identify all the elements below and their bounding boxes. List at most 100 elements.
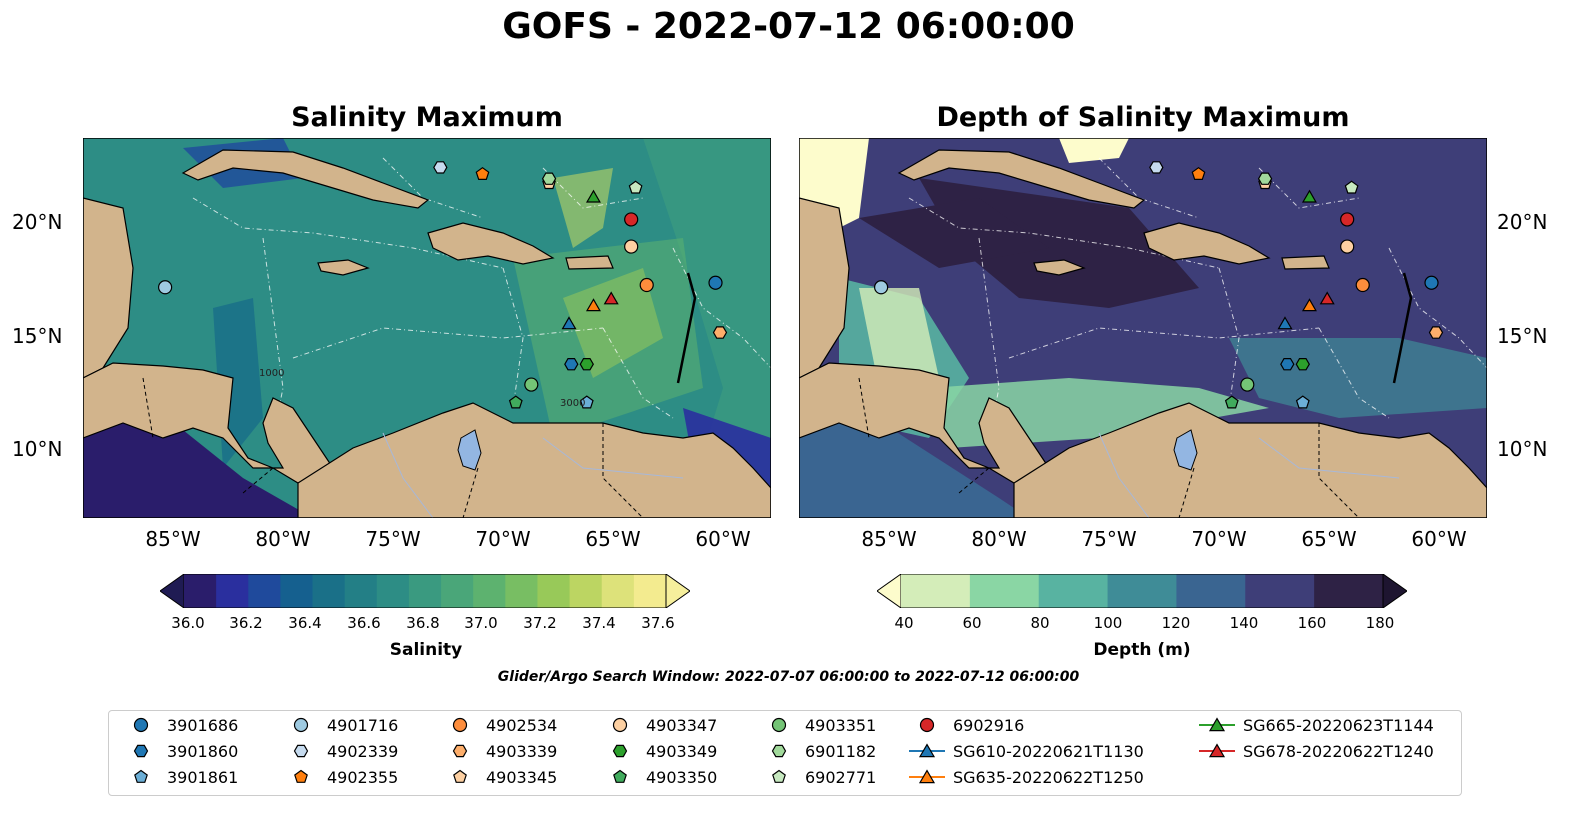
observation-marker-4901716[interactable] bbox=[874, 280, 889, 295]
observation-marker-4903339[interactable] bbox=[1428, 326, 1444, 339]
legend-item-6901182: 6901182 bbox=[761, 739, 876, 763]
colorbar-swatch bbox=[969, 574, 1040, 608]
observation-marker-6902916[interactable] bbox=[1340, 212, 1355, 227]
colorbar-swatch bbox=[1038, 574, 1109, 608]
legend-item-3901861: 3901861 bbox=[123, 765, 238, 789]
observation-marker-3901860[interactable] bbox=[564, 358, 579, 371]
legend-item-4901716: 4901716 bbox=[283, 713, 398, 737]
depth-colorbar bbox=[877, 574, 1407, 608]
lon-label: 80°W bbox=[255, 527, 311, 551]
observation-marker-6901182[interactable] bbox=[541, 172, 557, 185]
legend-label: 4901716 bbox=[327, 715, 399, 735]
colorbar-swatch bbox=[441, 574, 474, 608]
observation-marker-3901686[interactable] bbox=[1424, 275, 1439, 290]
observation-marker-6901182[interactable] bbox=[1257, 172, 1273, 185]
observation-marker-3901861[interactable] bbox=[1295, 395, 1310, 409]
lon-label: 60°W bbox=[695, 527, 751, 551]
legend-label: 4903351 bbox=[805, 715, 877, 735]
observation-marker-4903347[interactable] bbox=[624, 239, 639, 254]
observation-marker-4903351[interactable] bbox=[1240, 377, 1255, 392]
observation-marker-6902916[interactable] bbox=[624, 212, 639, 227]
legend-item-4903347: 4903347 bbox=[602, 713, 717, 737]
lat-label-left: 15°N bbox=[12, 324, 63, 348]
salinity-max-map[interactable] bbox=[83, 138, 771, 518]
observation-marker-4902339[interactable] bbox=[433, 161, 448, 174]
legend-label: SG665-20220623T1144 bbox=[1243, 715, 1434, 735]
cuba bbox=[181, 149, 430, 209]
salinity-colorbar-label: Salinity bbox=[389, 640, 463, 660]
observation-marker-4902534[interactable] bbox=[639, 277, 654, 293]
observation-marker-4902534[interactable] bbox=[1355, 277, 1370, 293]
observation-marker-4902339[interactable] bbox=[1149, 161, 1164, 174]
observation-marker-4901716[interactable] bbox=[158, 280, 173, 295]
observation-marker-4903350[interactable] bbox=[508, 395, 523, 409]
legend-item-SG665-20220623T1144: SG665-20220623T1144 bbox=[1199, 713, 1434, 737]
country-borders bbox=[142, 377, 644, 518]
colorbar-tick: 140 bbox=[1229, 614, 1259, 632]
observation-marker-SG635-20220622T1250[interactable] bbox=[1301, 298, 1317, 312]
observation-marker-SG678-20220622T1240[interactable] bbox=[603, 291, 619, 305]
colorbar-tick: 100 bbox=[1093, 614, 1123, 632]
colorbar-tick: 36.6 bbox=[347, 614, 381, 632]
observation-marker-6902771[interactable] bbox=[628, 180, 643, 194]
colorbar-extend-min bbox=[877, 574, 902, 608]
observation-marker-4903339[interactable] bbox=[712, 326, 728, 339]
legend-marker-icon bbox=[772, 769, 786, 783]
legend-label: 4902339 bbox=[327, 741, 399, 761]
legend-marker-icon bbox=[133, 717, 149, 733]
observation-marker-4903349[interactable] bbox=[579, 358, 594, 371]
lat-label-left: 10°N bbox=[12, 437, 63, 461]
colorbar-tick: 180 bbox=[1365, 614, 1395, 632]
legend-label: SG678-20220622T1240 bbox=[1243, 741, 1434, 761]
observation-marker-SG678-20220622T1240[interactable] bbox=[1319, 291, 1335, 305]
observation-marker-SG610-20220621T1130[interactable] bbox=[1277, 316, 1293, 330]
colorbar-swatch bbox=[473, 574, 506, 608]
eez-boundaries bbox=[192, 157, 771, 439]
observation-marker-4903349[interactable] bbox=[1295, 358, 1310, 371]
legend-label: SG610-20220621T1130 bbox=[953, 741, 1144, 761]
lat-label-right: 15°N bbox=[1497, 324, 1548, 348]
legend-label: 3901860 bbox=[167, 741, 239, 761]
lon-label: 75°W bbox=[1081, 527, 1137, 551]
puerto-rico bbox=[565, 255, 614, 270]
observation-marker-6902771[interactable] bbox=[1344, 180, 1359, 194]
legend-marker-icon bbox=[909, 743, 945, 758]
colorbar-swatch bbox=[633, 574, 667, 608]
colorbar-tick: 40 bbox=[894, 614, 914, 632]
observation-marker-4902355[interactable] bbox=[1191, 166, 1206, 181]
legend-item-3901686: 3901686 bbox=[123, 713, 238, 737]
observation-marker-SG665-20220623T1144[interactable] bbox=[585, 189, 601, 203]
legend-marker-icon bbox=[909, 769, 945, 784]
observation-marker-4902355[interactable] bbox=[475, 166, 490, 181]
legend-marker-icon bbox=[1199, 743, 1235, 758]
lake-maracaibo bbox=[1173, 429, 1198, 471]
observation-marker-SG610-20220621T1130[interactable] bbox=[561, 316, 577, 330]
legend-marker-icon bbox=[134, 769, 148, 783]
legend-marker-icon bbox=[293, 717, 309, 733]
ocean-deep-east bbox=[643, 138, 771, 518]
observation-marker-3901686[interactable] bbox=[708, 275, 723, 290]
legend-label: 6902916 bbox=[953, 715, 1025, 735]
observation-marker-4903347[interactable] bbox=[1340, 239, 1355, 254]
observation-marker-SG635-20220622T1250[interactable] bbox=[585, 298, 601, 312]
legend-marker-icon bbox=[452, 717, 468, 733]
legend-item-4903339: 4903339 bbox=[442, 739, 557, 763]
observation-marker-4903350[interactable] bbox=[1224, 395, 1239, 409]
colorbar-swatch bbox=[248, 574, 281, 608]
legend-marker-icon bbox=[293, 744, 309, 758]
main-title: GOFS - 2022-07-12 06:00:00 bbox=[502, 6, 1075, 47]
legend-label: 6902771 bbox=[805, 767, 877, 787]
observation-marker-3901861[interactable] bbox=[579, 395, 594, 409]
colorbar-swatch bbox=[601, 574, 635, 608]
ocean-mid-band bbox=[859, 288, 939, 388]
observation-markers bbox=[874, 161, 1444, 409]
lon-label: 75°W bbox=[365, 527, 421, 551]
observation-marker-3901860[interactable] bbox=[1280, 358, 1295, 371]
hispaniola bbox=[1143, 222, 1271, 265]
depth-salinity-max-map[interactable] bbox=[799, 138, 1487, 518]
lat-label-right: 10°N bbox=[1497, 437, 1548, 461]
observation-marker-SG665-20220623T1144[interactable] bbox=[1301, 189, 1317, 203]
lake-maracaibo bbox=[457, 429, 482, 471]
observation-marker-4903351[interactable] bbox=[524, 377, 539, 392]
contour-label: 1000 bbox=[259, 368, 285, 379]
